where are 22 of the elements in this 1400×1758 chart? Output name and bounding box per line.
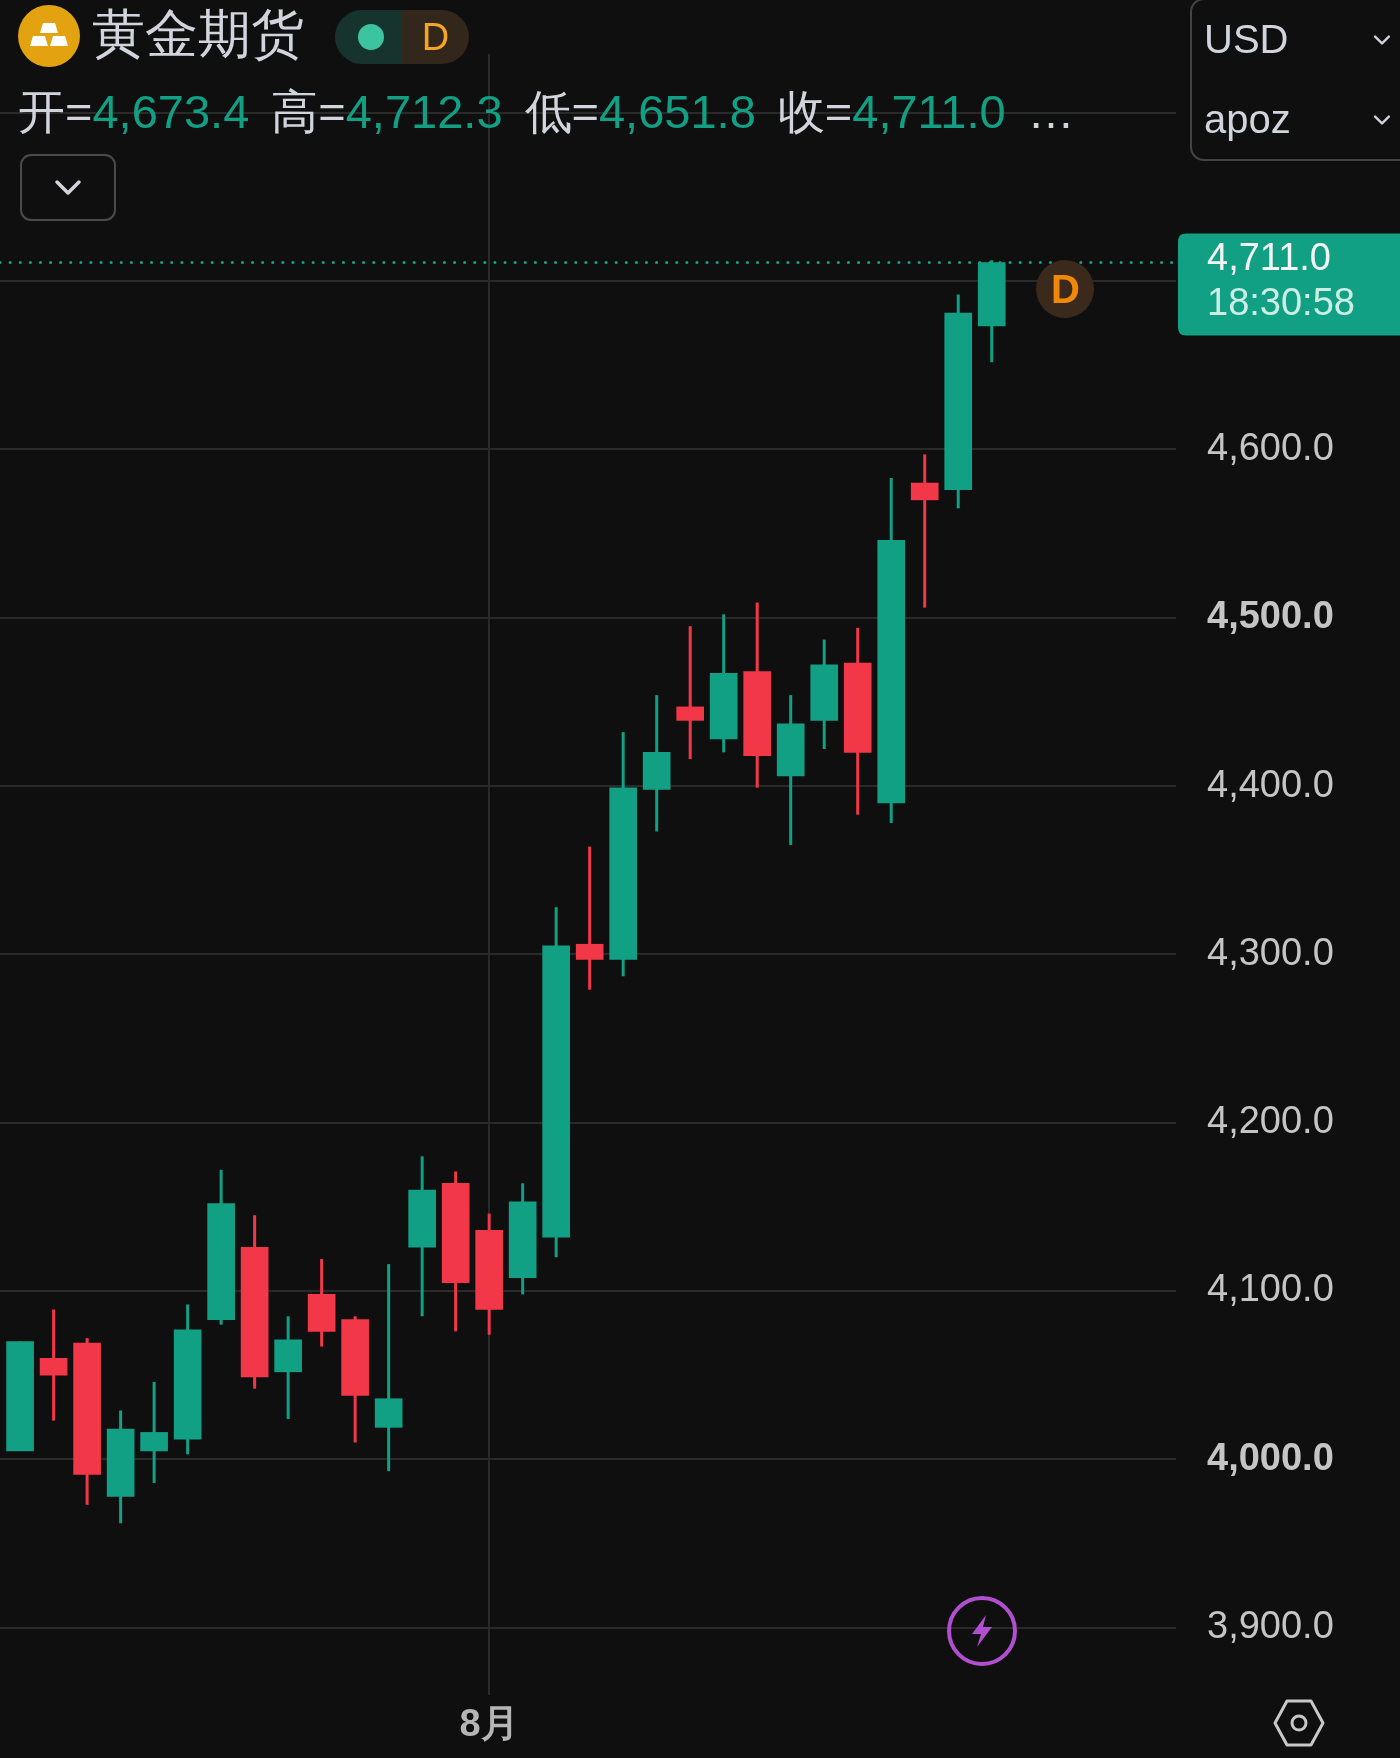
text: apoz [1204,96,1291,142]
y-tick-label: 3,900.0 [1207,1604,1334,1647]
y-tick-label: 4,500.0 [1207,594,1334,637]
chart-title: 黄金期货 [92,3,304,65]
y-tick-label: 4,400.0 [1207,762,1334,805]
candlestick [910,454,939,608]
text: 开=4,673.4 高=4,712.3 低=4,651.8 收=4,711.0 … [18,85,1075,138]
y-tick-label: 4,600.0 [1207,425,1334,468]
candlestick [676,626,705,761]
y-tick-label: 4,000.0 [1207,1435,1334,1478]
y-tick-label: 4,100.0 [1207,1267,1334,1310]
text: D [1050,266,1080,313]
annotation: D [402,10,469,64]
x-tick-label: 8月 [459,1702,519,1745]
ref-line-label: 4,711.0 [1207,236,1331,279]
y-tick-label: 4,300.0 [1207,930,1334,973]
candlestick [39,1309,68,1421]
expand-button[interactable] [20,154,116,221]
y-tick-label: 4,200.0 [1207,1099,1334,1142]
candlestick [575,846,604,990]
text: USD [1204,16,1289,62]
text: 18:30:58 [1207,281,1355,324]
